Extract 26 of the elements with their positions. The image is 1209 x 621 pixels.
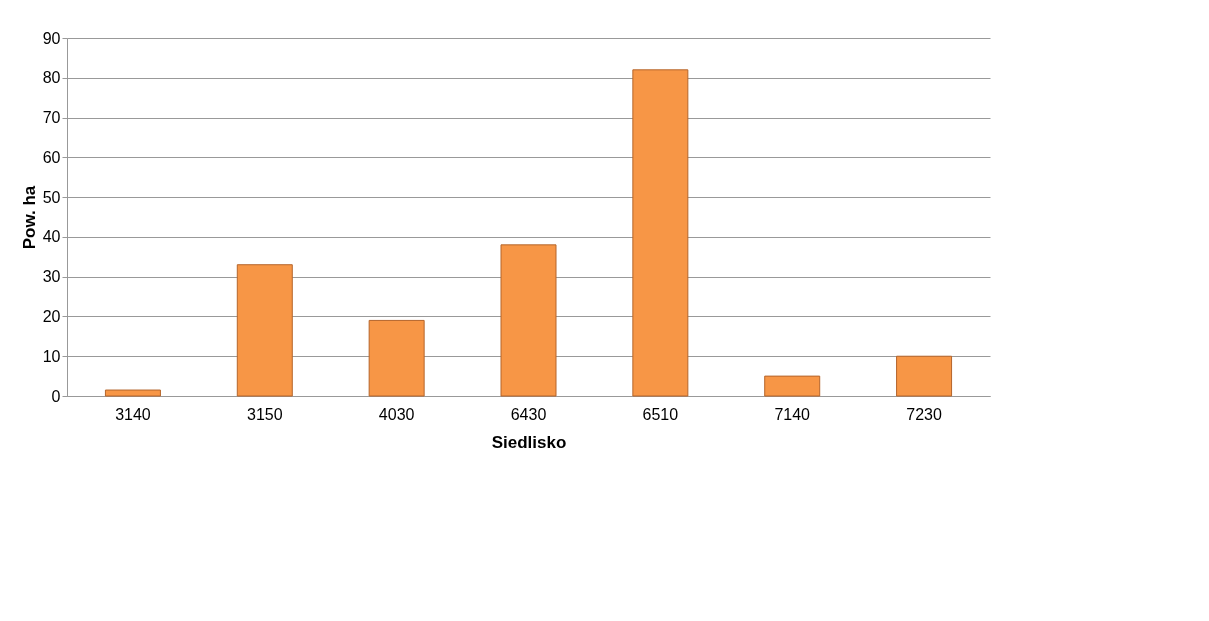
x-tick-label: 6510: [642, 405, 679, 423]
bar: [500, 244, 557, 397]
x-tick-label: 3150: [246, 405, 283, 423]
y-tick-label: 10: [42, 347, 61, 365]
bar: [896, 355, 953, 397]
x-tick-label: 4030: [378, 405, 415, 423]
bar: [104, 389, 161, 397]
bar: [368, 319, 425, 397]
bar: [236, 264, 293, 397]
y-axis-title: Pow. ha: [19, 185, 39, 250]
x-axis-title: Siedlisko: [491, 432, 567, 452]
y-tick-label: 70: [42, 109, 61, 127]
y-tick-label: 30: [42, 268, 61, 286]
bar: [764, 375, 821, 397]
y-tick-label: 50: [42, 188, 61, 206]
y-tick-label: 20: [42, 307, 61, 325]
y-tick-label: 80: [42, 69, 61, 87]
bar: [632, 69, 689, 397]
x-tick-label: 7140: [774, 405, 811, 423]
x-tick-label: 6430: [510, 405, 547, 423]
y-tick-label: 60: [42, 148, 61, 166]
y-tick-label: 40: [42, 228, 61, 246]
y-tick-label: 90: [42, 29, 61, 47]
x-tick-label: 7230: [906, 405, 942, 423]
y-tick-label: 0: [51, 387, 61, 405]
x-tick-label: 3140: [115, 405, 151, 423]
